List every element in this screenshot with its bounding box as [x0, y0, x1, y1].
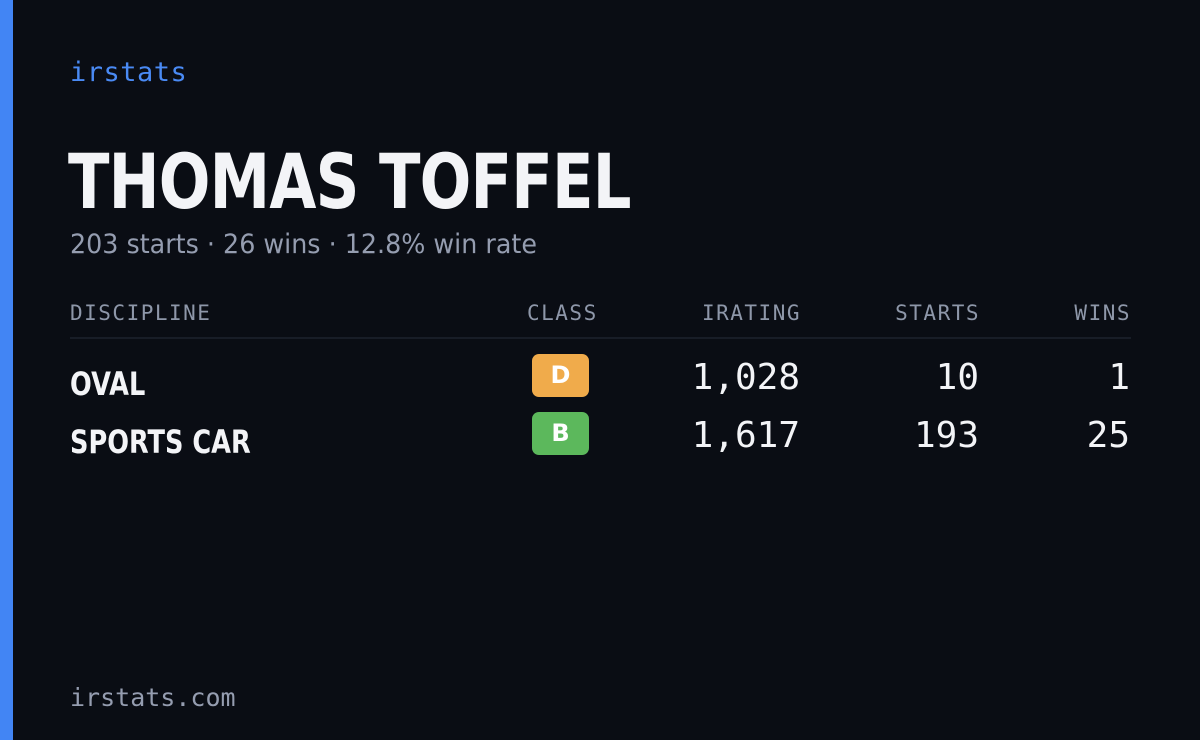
column-header-discipline: DISCIPLINE — [70, 301, 212, 325]
irating-cell: 1,617 — [691, 415, 800, 456]
class-badge: B — [532, 412, 589, 455]
accent-bar — [0, 0, 13, 740]
column-header-starts: STARTS — [895, 301, 980, 325]
starts-cell: 193 — [913, 415, 979, 456]
class-badge: D — [532, 354, 589, 397]
column-header-class: CLASS — [527, 301, 598, 325]
irating-cell: 1,028 — [691, 357, 800, 398]
discipline-cell: SPORTS CAR — [70, 423, 251, 461]
wins-cell: 25 — [1086, 415, 1130, 456]
wins-cell: 1 — [1108, 357, 1130, 398]
footer-domain: irstats.com — [70, 683, 236, 712]
header-divider — [70, 337, 1131, 339]
brand-logo: irstats — [70, 57, 188, 88]
discipline-cell: OVAL — [70, 365, 146, 403]
table-row: SPORTS CAR B 1,617 193 25 — [0, 410, 1200, 466]
column-header-irating: IRATING — [701, 301, 801, 325]
column-header-wins: WINS — [1074, 301, 1131, 325]
starts-cell: 10 — [935, 357, 979, 398]
table-row: OVAL D 1,028 10 1 — [0, 352, 1200, 408]
driver-summary: 203 starts · 26 wins · 12.8% win rate — [70, 229, 537, 260]
driver-name: THOMAS TOFFEL — [68, 137, 631, 226]
